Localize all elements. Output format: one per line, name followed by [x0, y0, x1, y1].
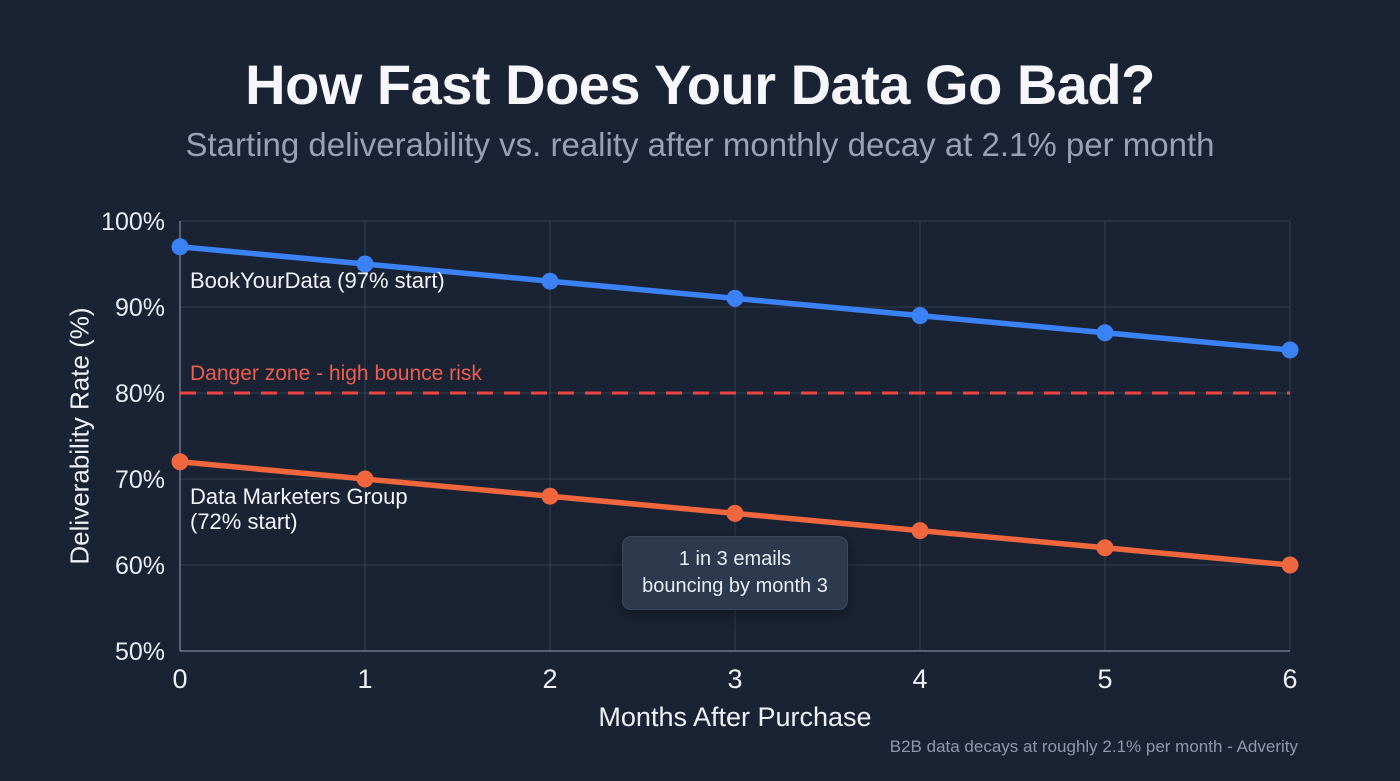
x-tick-label: 5: [1097, 664, 1112, 694]
x-tick-label: 0: [172, 664, 187, 694]
data-point-1-2: [541, 487, 559, 505]
series-label-bookyourdata: BookYourData (97% start): [190, 268, 445, 293]
annotation-tooltip: 1 in 3 emails bouncing by month 3: [622, 536, 848, 610]
x-tick-label: 2: [542, 664, 557, 694]
x-tick-label: 6: [1282, 664, 1297, 694]
y-tick-label: 90%: [115, 294, 165, 322]
x-tick-label: 4: [912, 664, 927, 694]
data-point-1-6: [1281, 556, 1299, 574]
y-tick-label: 70%: [115, 466, 165, 494]
y-axis-title: Deliverability Rate (%): [64, 307, 95, 565]
data-point-0-6: [1281, 341, 1299, 359]
data-point-1-4: [911, 522, 929, 540]
y-tick-label: 80%: [115, 380, 165, 408]
data-point-1-0: [171, 453, 189, 471]
data-point-1-1: [356, 470, 374, 488]
data-point-0-5: [1096, 324, 1114, 342]
series-label-data-marketers-group: Data Marketers Group (72% start): [190, 484, 408, 535]
data-point-1-3: [726, 504, 744, 522]
data-point-0-2: [541, 272, 559, 290]
data-point-0-1: [356, 255, 374, 273]
data-point-1-5: [1096, 539, 1114, 557]
y-tick-label: 60%: [115, 552, 165, 580]
x-tick-label: 3: [727, 664, 742, 694]
page-title: How Fast Does Your Data Go Bad?: [245, 53, 1155, 116]
y-tick-label: 100%: [101, 208, 165, 236]
source-note: B2B data decays at roughly 2.1% per mont…: [889, 737, 1298, 756]
danger-zone-label: Danger zone - high bounce risk: [190, 362, 482, 385]
data-point-0-4: [911, 307, 929, 325]
page-subtitle: Starting deliverability vs. reality afte…: [185, 126, 1215, 163]
data-point-0-0: [171, 238, 189, 256]
x-tick-label: 1: [357, 664, 372, 694]
y-tick-label: 50%: [115, 638, 165, 666]
x-axis-title: Months After Purchase: [598, 702, 872, 732]
data-point-0-3: [726, 289, 744, 307]
